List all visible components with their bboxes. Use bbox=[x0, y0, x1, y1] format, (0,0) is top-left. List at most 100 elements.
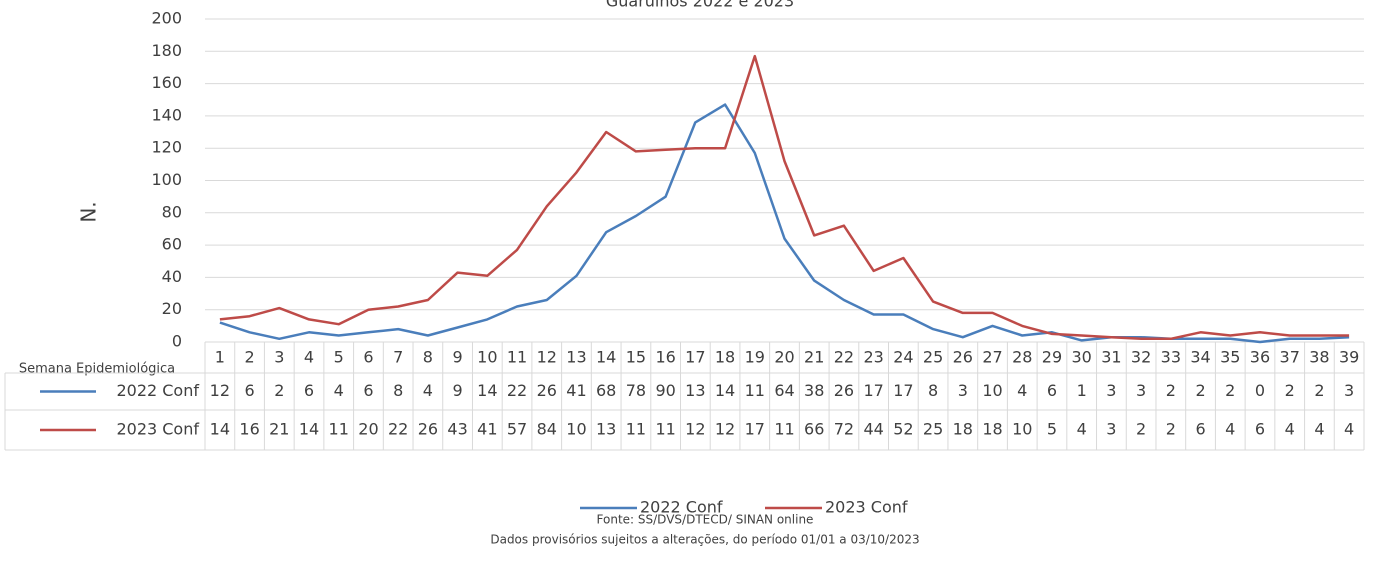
y-tick-label: 40 bbox=[162, 267, 182, 286]
x-tick-label: 26 bbox=[953, 348, 973, 367]
table-cell: 44 bbox=[863, 420, 883, 439]
x-tick-label: 3 bbox=[274, 348, 284, 367]
y-axis-label: N. bbox=[77, 201, 101, 222]
x-tick-label: 12 bbox=[537, 348, 557, 367]
source: Fonte: SS/DVS/DTECD/ SINAN online bbox=[597, 513, 814, 527]
table-cell: 57 bbox=[507, 420, 527, 439]
y-tick-label: 140 bbox=[151, 105, 182, 124]
x-tick-label: 20 bbox=[774, 348, 794, 367]
table-cell: 4 bbox=[1077, 420, 1087, 439]
x-tick-label: 33 bbox=[1161, 348, 1181, 367]
y-tick-label: 160 bbox=[151, 73, 182, 92]
x-tick-label: 30 bbox=[1071, 348, 1091, 367]
table-cell: 12 bbox=[715, 420, 735, 439]
table-cell: 6 bbox=[304, 381, 314, 400]
x-tick-label: 16 bbox=[655, 348, 675, 367]
table-cell: 18 bbox=[982, 420, 1002, 439]
y-tick-label: 20 bbox=[162, 299, 182, 318]
table-cell: 8 bbox=[928, 381, 938, 400]
table-cell: 11 bbox=[745, 381, 765, 400]
table-row-label: 2022 Conf bbox=[116, 381, 199, 400]
x-tick-label: 2 bbox=[244, 348, 254, 367]
x-tick-label: 14 bbox=[596, 348, 616, 367]
table-cell: 90 bbox=[655, 381, 675, 400]
table-cell: 6 bbox=[1047, 381, 1057, 400]
x-tick-label: 28 bbox=[1012, 348, 1032, 367]
table-cell: 43 bbox=[447, 420, 467, 439]
table-cell: 10 bbox=[1012, 420, 1032, 439]
table-cell: 14 bbox=[715, 381, 735, 400]
table-cell: 6 bbox=[244, 381, 254, 400]
line bbox=[219, 54, 1350, 341]
x-tick-label: 31 bbox=[1101, 348, 1121, 367]
table-cell: 17 bbox=[863, 381, 883, 400]
x-axis-label: Semana Epidemiológica bbox=[19, 362, 175, 377]
table-cell: 64 bbox=[774, 381, 794, 400]
table-cell: 14 bbox=[477, 381, 497, 400]
table-cell: 26 bbox=[418, 420, 438, 439]
x-tick-label: 37 bbox=[1280, 348, 1300, 367]
table-cell: 22 bbox=[388, 420, 408, 439]
table-cell: 41 bbox=[566, 381, 586, 400]
table-cell: 52 bbox=[893, 420, 913, 439]
table-cell: 26 bbox=[834, 381, 854, 400]
table-cell: 2 bbox=[274, 381, 284, 400]
table-cell: 84 bbox=[537, 420, 557, 439]
x-tick-label: 9 bbox=[453, 348, 463, 367]
table-cell: 6 bbox=[363, 381, 373, 400]
table-cell: 17 bbox=[745, 420, 765, 439]
x-tick-label: 13 bbox=[566, 348, 586, 367]
x-tick-label: 8 bbox=[423, 348, 433, 367]
y-tick-label: 120 bbox=[151, 138, 182, 157]
x-tick-label: 34 bbox=[1190, 348, 1210, 367]
table-cell: 66 bbox=[804, 420, 824, 439]
table-cell: 2 bbox=[1285, 381, 1295, 400]
y-tick-label: 200 bbox=[151, 9, 182, 28]
table-cell: 14 bbox=[299, 420, 319, 439]
x-tick-label: 23 bbox=[863, 348, 883, 367]
x-tick-label: 1 bbox=[215, 348, 225, 367]
x-tick-label: 17 bbox=[685, 348, 705, 367]
x-tick-label: 18 bbox=[715, 348, 735, 367]
table-cell: 21 bbox=[269, 420, 289, 439]
x-tick-label: 21 bbox=[804, 348, 824, 367]
x-tick-label: 36 bbox=[1250, 348, 1270, 367]
chart-title: Guarulhos 2022 e 2023 bbox=[606, 0, 794, 11]
y-tick-label: 60 bbox=[162, 235, 182, 254]
x-tick-label: 25 bbox=[923, 348, 943, 367]
table-cell: 16 bbox=[239, 420, 259, 439]
table-cell: 11 bbox=[329, 420, 349, 439]
table-cell: 6 bbox=[1255, 420, 1265, 439]
table-cell: 13 bbox=[685, 381, 705, 400]
x-tick-label: 32 bbox=[1131, 348, 1151, 367]
table-cell: 2 bbox=[1314, 381, 1324, 400]
table-cell: 12 bbox=[210, 381, 230, 400]
legend-label: 2022 Conf bbox=[640, 498, 723, 517]
table-cell: 26 bbox=[537, 381, 557, 400]
table-cell: 3 bbox=[958, 381, 968, 400]
table-cell: 2 bbox=[1166, 420, 1176, 439]
x-tick-label: 27 bbox=[982, 348, 1002, 367]
x-tick-label: 38 bbox=[1309, 348, 1329, 367]
table-cell: 4 bbox=[1225, 420, 1235, 439]
table-cell: 11 bbox=[626, 420, 646, 439]
table-cell: 10 bbox=[982, 381, 1002, 400]
table-cell: 4 bbox=[334, 381, 344, 400]
y-tick-label: 0 bbox=[172, 332, 182, 351]
legend-label: 2023 Conf bbox=[825, 498, 908, 517]
table-cell: 1 bbox=[1077, 381, 1087, 400]
table-cell: 4 bbox=[1285, 420, 1295, 439]
table-cell: 3 bbox=[1136, 381, 1146, 400]
x-tick-label: 7 bbox=[393, 348, 403, 367]
x-tick-label: 10 bbox=[477, 348, 497, 367]
table-cell: 2 bbox=[1136, 420, 1146, 439]
table-cell: 20 bbox=[358, 420, 378, 439]
table-cell: 10 bbox=[566, 420, 586, 439]
table-cell: 2 bbox=[1195, 381, 1205, 400]
table-row-label: 2023 Conf bbox=[116, 420, 199, 439]
table-cell: 6 bbox=[1195, 420, 1205, 439]
table-cell: 2 bbox=[1225, 381, 1235, 400]
table-cell: 72 bbox=[834, 420, 854, 439]
table-cell: 4 bbox=[423, 381, 433, 400]
table-cell: 25 bbox=[923, 420, 943, 439]
